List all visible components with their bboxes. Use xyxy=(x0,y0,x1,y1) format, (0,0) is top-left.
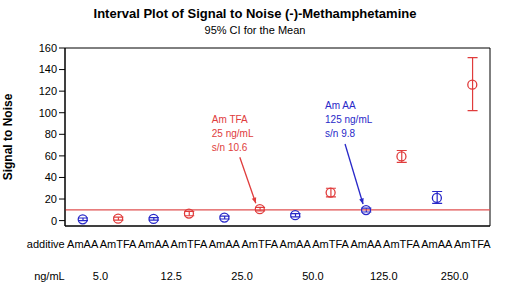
svg-text:80: 80 xyxy=(45,128,57,140)
svg-text:140: 140 xyxy=(39,63,57,75)
svg-text:5.0: 5.0 xyxy=(93,270,108,282)
svg-text:AmAA: AmAA xyxy=(138,238,170,250)
html-text:95% CI for the Mean: 95% CI for the Mean xyxy=(204,24,306,36)
svg-text:Signal to Noise: Signal to Noise xyxy=(8,93,15,180)
svg-text:s/n 10.6: s/n 10.6 xyxy=(212,142,248,153)
svg-text:ng/mL: ng/mL xyxy=(34,270,65,282)
svg-text:additive: additive xyxy=(27,238,65,250)
svg-text:100: 100 xyxy=(39,107,57,119)
svg-text:AmTFA: AmTFA xyxy=(171,238,208,250)
svg-text:AmTFA: AmTFA xyxy=(383,238,420,250)
svg-text:20: 20 xyxy=(45,193,57,205)
svg-text:AmAA: AmAA xyxy=(350,238,382,250)
svg-text:25 ng/mL: 25 ng/mL xyxy=(212,128,254,139)
svg-text:s/n 9.8: s/n 9.8 xyxy=(325,128,355,139)
svg-text:0: 0 xyxy=(51,215,57,227)
svg-text:AmTFA: AmTFA xyxy=(241,238,278,250)
svg-text:AmTFA: AmTFA xyxy=(454,238,491,250)
svg-text:AmAA: AmAA xyxy=(67,238,99,250)
svg-text:AmAA: AmAA xyxy=(209,238,241,250)
svg-text:AmTFA: AmTFA xyxy=(312,238,349,250)
svg-text:125.0: 125.0 xyxy=(370,270,398,282)
svg-text:160: 160 xyxy=(39,42,57,54)
svg-text:Am AA: Am AA xyxy=(325,100,356,111)
svg-text:60: 60 xyxy=(45,150,57,162)
svg-text:125 ng/mL: 125 ng/mL xyxy=(325,114,373,125)
svg-text:120: 120 xyxy=(39,85,57,97)
svg-text:12.5: 12.5 xyxy=(161,270,182,282)
svg-text:250.0: 250.0 xyxy=(441,270,469,282)
html-text:Interval Plot of Signal to Noi: Interval Plot of Signal to Noise (-)-Met… xyxy=(93,6,417,21)
svg-text:25.0: 25.0 xyxy=(231,270,252,282)
svg-text:AmAA: AmAA xyxy=(280,238,312,250)
svg-text:AmTFA: AmTFA xyxy=(100,238,137,250)
svg-text:Am TFA: Am TFA xyxy=(212,114,248,125)
svg-text:50.0: 50.0 xyxy=(302,270,323,282)
svg-text:40: 40 xyxy=(45,171,57,183)
svg-text:AmAA: AmAA xyxy=(421,238,453,250)
